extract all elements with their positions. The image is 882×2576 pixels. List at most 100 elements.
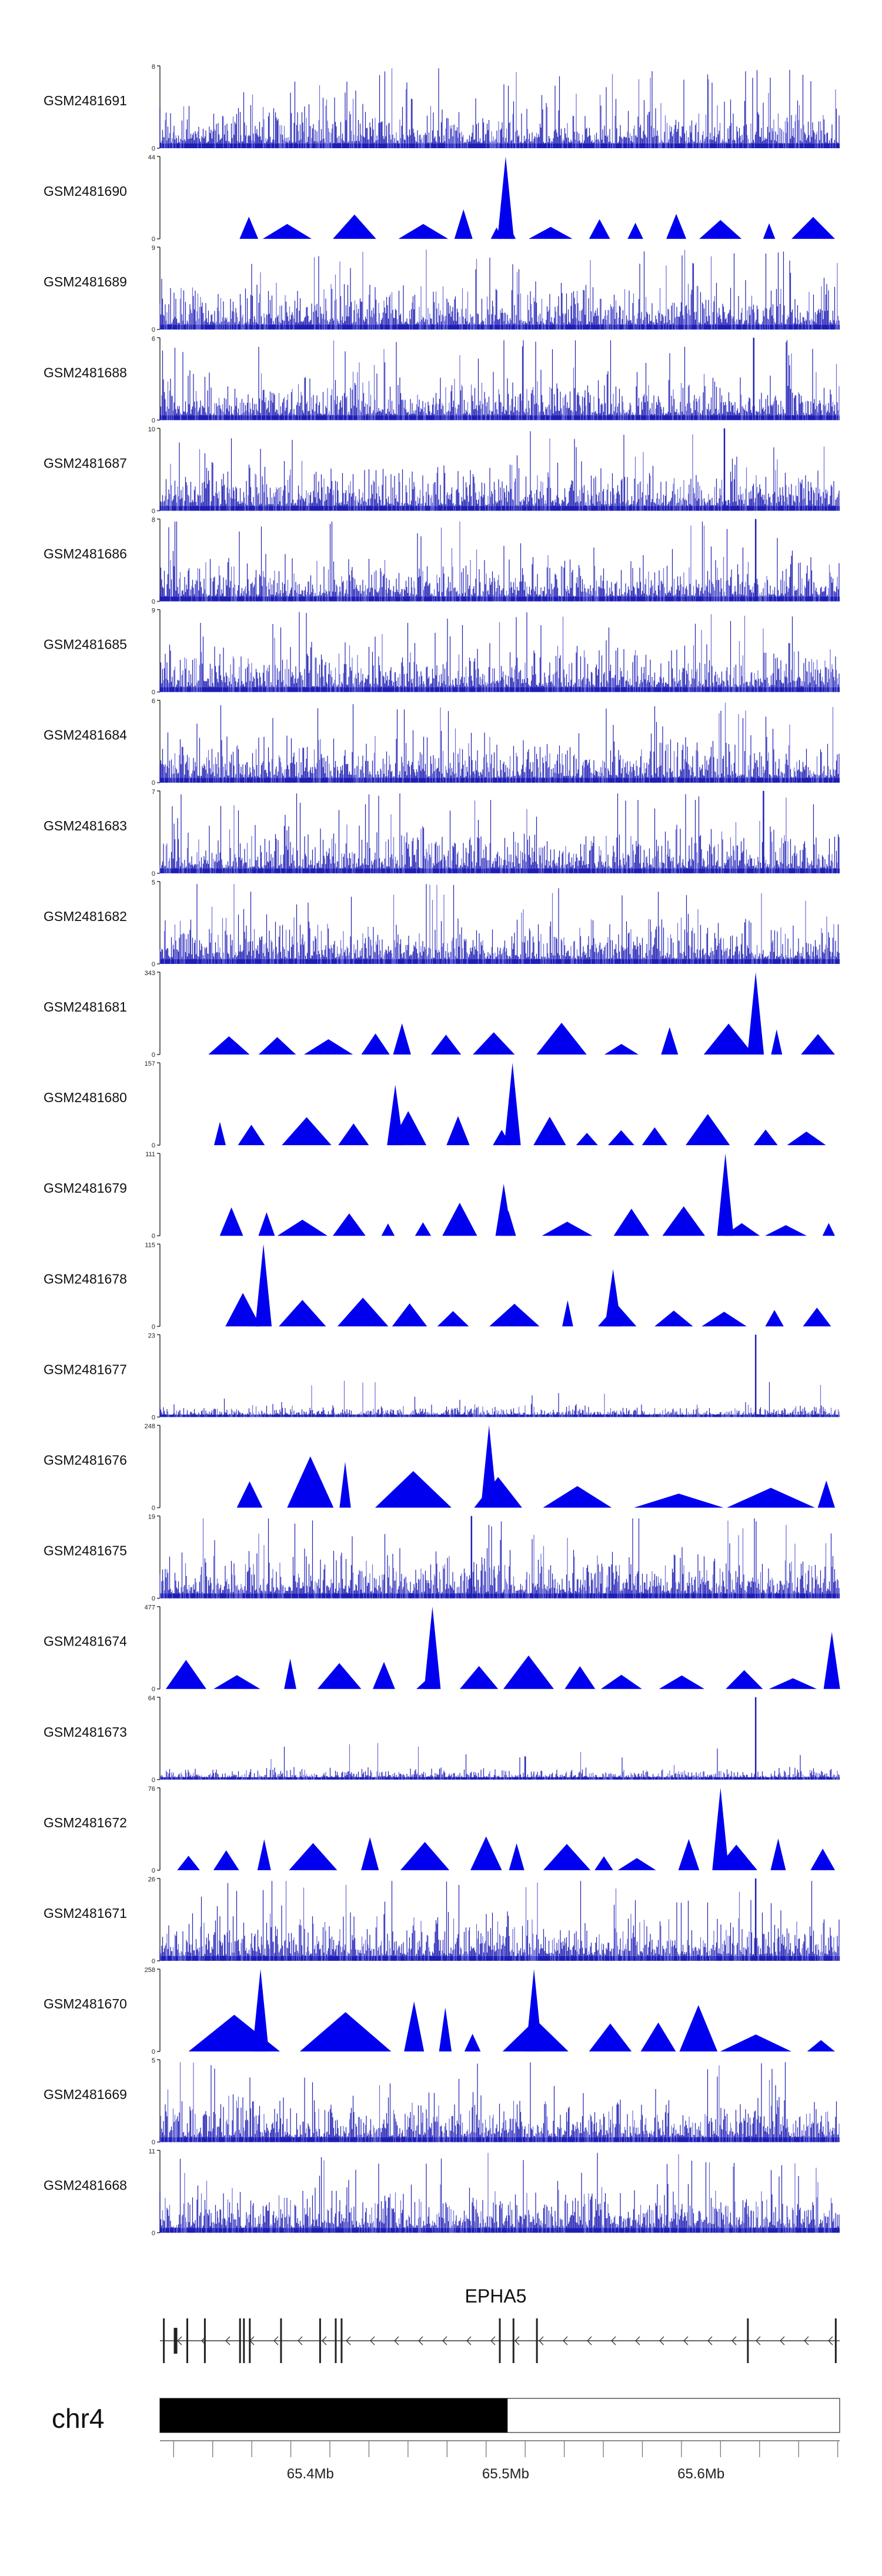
y-min-label: 0 xyxy=(152,1958,155,1965)
signal-triangle xyxy=(470,1836,502,1870)
y-min-label: 0 xyxy=(152,1323,155,1330)
strand-arrow-icon xyxy=(418,2336,423,2345)
track-GSM2481690: GSM2481690 44 0 xyxy=(44,154,835,243)
signal-triangle xyxy=(439,2007,452,2052)
signal-triangle xyxy=(213,1850,239,1870)
ideogram-highlight xyxy=(160,2398,508,2432)
signal-triangle xyxy=(258,1212,275,1236)
signal-triangle xyxy=(284,1659,296,1689)
signal-peak xyxy=(823,1631,840,1689)
y-max-label: 9 xyxy=(152,608,155,615)
signal-triangle xyxy=(634,1493,724,1508)
track-GSM2481684: GSM2481684 6 0 xyxy=(44,698,840,787)
coverage-bars-light xyxy=(160,2062,840,2143)
track-label: GSM2481682 xyxy=(44,909,127,924)
coverage-bars xyxy=(161,1518,840,1599)
strand-arrow-icon xyxy=(707,2336,713,2345)
signal-triangle xyxy=(258,1037,296,1055)
track-GSM2481688: GSM2481688 6 0 xyxy=(44,335,840,424)
y-min-label: 0 xyxy=(152,1142,155,1149)
y-max-label: 258 xyxy=(145,1967,155,1974)
strand-arrow-icon xyxy=(756,2336,761,2345)
signal-triangle xyxy=(289,1843,338,1870)
track-label: GSM2481681 xyxy=(44,999,127,1015)
coverage-bars xyxy=(159,704,840,783)
signal-triangle xyxy=(279,1300,326,1327)
signal-triangle xyxy=(225,1293,260,1327)
strand-arrow-icon xyxy=(587,2336,592,2345)
signal-triangle xyxy=(817,1480,835,1508)
y-max-label: 343 xyxy=(145,970,155,977)
coverage-bars xyxy=(159,2062,839,2143)
signal-peak xyxy=(424,1606,441,1689)
track-label: GSM2481668 xyxy=(44,2177,127,2193)
coverage-bars xyxy=(159,68,840,148)
signal-peak xyxy=(480,1425,497,1508)
signal-triangle xyxy=(810,1848,835,1870)
y-min-label: 0 xyxy=(152,236,155,243)
coverage-bars-light xyxy=(161,434,839,511)
gene-exon xyxy=(186,2318,189,2363)
track-label: GSM2481687 xyxy=(44,455,127,471)
signal-triangle xyxy=(177,1856,200,1870)
signal-triangle xyxy=(594,1856,613,1870)
track-GSM2481679: GSM2481679 111 0 xyxy=(44,1151,835,1240)
track-GSM2481683: GSM2481683 7 0 xyxy=(44,789,840,877)
strand-arrow-icon xyxy=(225,2336,230,2345)
track-label: GSM2481677 xyxy=(44,1362,127,1377)
strand-arrow-icon xyxy=(828,2336,833,2345)
signal-triangle xyxy=(765,1310,784,1327)
y-min-label: 0 xyxy=(152,1414,155,1421)
signal-triangle xyxy=(701,1312,747,1327)
signal-triangle xyxy=(166,1660,206,1689)
signal-triangle xyxy=(473,1032,515,1055)
signal-peak xyxy=(604,1269,622,1327)
gene-exon xyxy=(203,2318,206,2363)
y-max-label: 5 xyxy=(152,2057,155,2064)
track-GSM2481691: GSM2481691 8 0 xyxy=(44,64,840,152)
coverage-bars xyxy=(159,1746,840,1780)
y-min-label: 0 xyxy=(152,780,155,787)
signal-triangle xyxy=(381,1223,395,1236)
gene-exon xyxy=(340,2318,343,2363)
gene-exon xyxy=(834,2318,837,2363)
coverage-bars xyxy=(159,2153,840,2233)
signal-triangle xyxy=(392,1303,427,1327)
signal-triangle xyxy=(339,1461,351,1508)
signal-triangle xyxy=(589,2023,632,2052)
signal-triangle xyxy=(771,1029,783,1055)
coverage-bars-light xyxy=(160,1881,839,1961)
signal-tracks: GSM248169180GSM2481690440GSM248168990GSM… xyxy=(44,64,840,2237)
strand-arrow-icon xyxy=(635,2336,640,2345)
signal-triangle xyxy=(361,1837,379,1870)
signal-triangle xyxy=(769,1678,817,1689)
track-GSM2481686: GSM2481686 8 0 xyxy=(44,517,840,606)
y-min-label: 0 xyxy=(152,2230,155,2237)
track-label: GSM2481686 xyxy=(44,546,127,562)
signal-triangle xyxy=(640,2022,676,2052)
y-min-label: 0 xyxy=(152,1867,155,1874)
y-max-label: 26 xyxy=(148,1876,155,1883)
coverage-bars xyxy=(159,521,840,602)
gene-exon xyxy=(243,2318,245,2363)
y-min-label: 0 xyxy=(152,599,155,606)
signal-triangle xyxy=(415,1222,432,1236)
track-GSM2481671: GSM2481671 26 0 xyxy=(44,1876,840,1965)
signal-triangle xyxy=(678,1839,700,1870)
gene-exon xyxy=(319,2318,321,2363)
track-label: GSM2481672 xyxy=(44,1815,127,1830)
y-max-label: 157 xyxy=(145,1060,155,1067)
track-label: GSM2481673 xyxy=(44,1724,127,1740)
signal-triangle xyxy=(333,1213,366,1236)
track-GSM2481672: GSM2481672 76 0 xyxy=(44,1786,835,1874)
signal-triangle xyxy=(437,1311,469,1327)
y-min-label: 0 xyxy=(152,1686,155,1693)
y-min-label: 0 xyxy=(152,326,155,333)
y-min-label: 0 xyxy=(152,145,155,152)
track-GSM2481680: GSM2481680 157 0 xyxy=(44,1060,826,1149)
strand-arrow-icon xyxy=(177,2336,182,2345)
y-max-label: 6 xyxy=(152,335,155,342)
y-max-label: 7 xyxy=(152,789,155,796)
signal-triangle xyxy=(277,1219,328,1236)
track-GSM2481678: GSM2481678 115 0 xyxy=(44,1242,831,1330)
